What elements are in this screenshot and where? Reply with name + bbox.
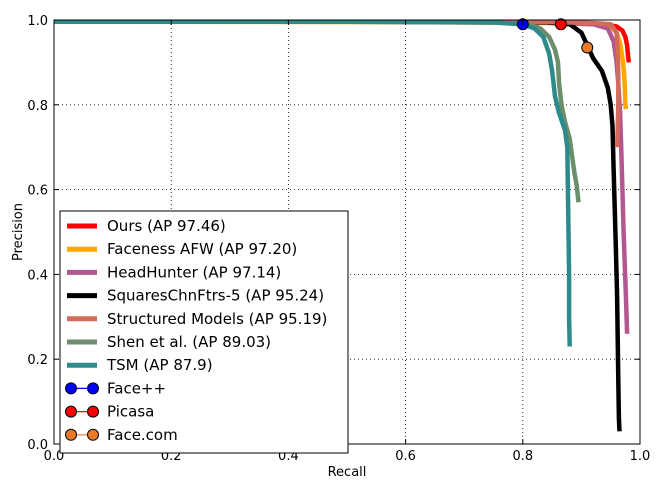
legend-label: HeadHunter (AP 97.14) <box>107 263 281 281</box>
legend-label: Ours (AP 97.46) <box>107 217 226 235</box>
legend-marker <box>87 428 99 441</box>
legend-item: Face++ <box>65 379 166 397</box>
series-line-structured-models-ap-95-19 <box>376 20 621 148</box>
series-line-tsm-ap-87-9 <box>54 20 572 347</box>
series-line-shen-et-al-ap-89-03 <box>54 20 581 203</box>
legend-marker <box>65 428 77 441</box>
series-point-face-com <box>581 41 594 54</box>
legend-label: TSM (AP 87.9) <box>106 356 213 374</box>
legend-label: Face.com <box>107 426 178 444</box>
y-axis-label: Precision <box>11 203 26 261</box>
x-tick-label: 0.8 <box>512 449 533 464</box>
y-tick-label: 0.6 <box>27 184 48 199</box>
legend-label: Picasa <box>107 403 154 421</box>
legend-label: Structured Models (AP 95.19) <box>107 310 327 328</box>
y-tick-label: 0.0 <box>27 438 48 453</box>
legend: Ours (AP 97.46) Faceness AFW (AP 97.20) He… <box>59 210 349 454</box>
legend-marker <box>87 405 99 418</box>
legend-item: Shen et al. (AP 89.03) <box>67 333 271 351</box>
series-layer <box>54 20 632 432</box>
legend-item: Structured Models (AP 95.19) <box>67 310 327 328</box>
y-tick-label: 0.2 <box>27 353 48 368</box>
y-tick-label: 1.0 <box>27 14 48 29</box>
legend-item: Faceness AFW (AP 97.20) <box>67 240 297 258</box>
x-axis-label: Recall <box>328 465 367 480</box>
legend-item: HeadHunter (AP 97.14) <box>67 263 281 281</box>
legend-item: Picasa <box>65 403 154 421</box>
legend-label: SquaresChnFtrs-5 (AP 95.24) <box>107 287 324 305</box>
legend-item: TSM (AP 87.9) <box>67 356 213 374</box>
legend-item: Face.com <box>65 426 178 444</box>
x-tick-label: 0.0 <box>44 449 65 464</box>
legend-box <box>59 210 349 454</box>
legend-marker <box>87 382 99 395</box>
y-tick-label: 0.4 <box>27 268 48 283</box>
legend-item: SquaresChnFtrs-5 (AP 95.24) <box>67 287 324 305</box>
legend-marker <box>65 382 77 395</box>
legend-label: Faceness AFW (AP 97.20) <box>107 240 297 258</box>
legend-item: Ours (AP 97.46) <box>67 217 226 235</box>
x-tick-label: 0.6 <box>395 449 416 464</box>
legend-label: Shen et al. (AP 89.03) <box>107 333 271 351</box>
series-point-picasa <box>554 18 567 31</box>
x-tick-label: 1.0 <box>630 449 651 464</box>
legend-marker <box>65 405 77 418</box>
y-tick-label: 0.8 <box>27 99 48 114</box>
legend-label: Face++ <box>107 379 166 397</box>
